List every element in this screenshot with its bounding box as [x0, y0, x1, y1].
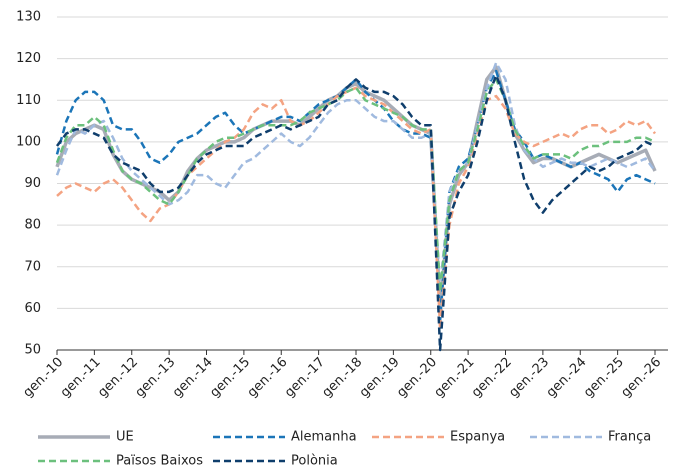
x-tick-label: gen.-14 — [170, 355, 216, 401]
legend-label: França — [608, 430, 651, 445]
y-tick-label: 80 — [24, 218, 41, 233]
legend-label: Polònia — [291, 454, 338, 469]
x-tick-label: gen.-17 — [282, 355, 328, 401]
series-line — [55, 61, 657, 289]
x-tick-label: gen.-12 — [95, 355, 141, 401]
y-tick-label: 110 — [16, 93, 41, 108]
series-line — [55, 69, 656, 323]
x-tick-label: gen.-23 — [506, 355, 552, 401]
y-tick-label: 130 — [16, 10, 41, 25]
x-tick-label: gen.-24 — [544, 355, 590, 401]
legend-label: UE — [116, 430, 134, 445]
x-tick-label: gen.-15 — [207, 355, 253, 401]
y-tick-label: 50 — [24, 343, 41, 358]
y-tick-label: 70 — [24, 259, 41, 274]
legend-label: Alemanha — [291, 430, 357, 445]
y-tick-label: 90 — [24, 176, 41, 191]
y-tick-label: 60 — [24, 301, 41, 316]
legend-label: Espanya — [450, 430, 505, 445]
y-tick-label: 120 — [16, 51, 41, 66]
x-tick-label: gen.-11 — [58, 355, 104, 401]
x-tick-label: gen.-10 — [20, 355, 66, 401]
series-line — [55, 78, 656, 293]
x-tick-label: gen.-25 — [581, 355, 627, 401]
x-tick-label: gen.-18 — [319, 355, 365, 401]
legend-label: Països Baixos — [116, 454, 203, 469]
x-tick-label: gen.-22 — [469, 355, 515, 401]
x-tick-label: gen.-16 — [245, 355, 291, 401]
x-tick-label: gen.-21 — [432, 355, 478, 401]
series-line — [55, 74, 656, 352]
x-tick-label: gen.-26 — [618, 355, 664, 401]
series-line — [56, 86, 657, 331]
x-tick-label: gen.-19 — [357, 355, 403, 401]
x-tick-label: gen.-13 — [133, 355, 179, 401]
x-tick-label: gen.-20 — [394, 355, 440, 401]
y-tick-label: 100 — [16, 134, 41, 149]
